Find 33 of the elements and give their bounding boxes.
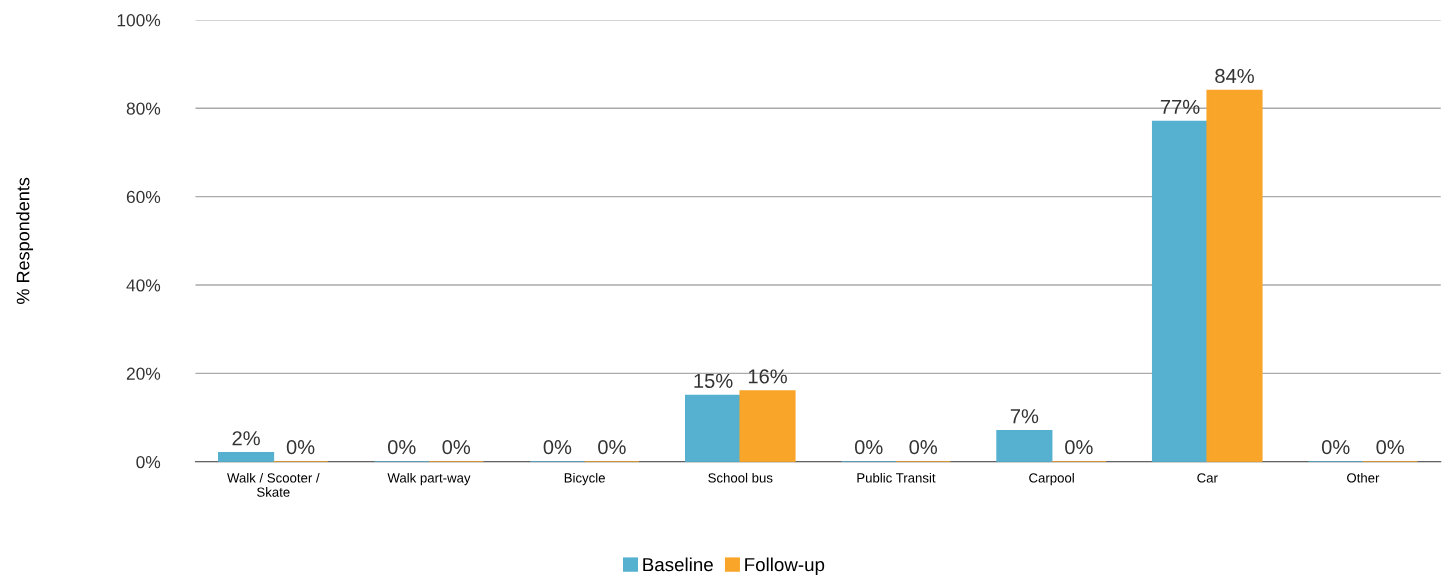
legend-label: Baseline (643, 557, 713, 572)
data-label: 0% (543, 439, 572, 455)
y-tick-label: 100% (117, 14, 161, 27)
y-axis-title: % Respondents (16, 177, 34, 304)
x-tick-label: Bicycle (564, 472, 605, 486)
data-label: 16% (748, 369, 787, 384)
data-label: 0% (387, 439, 416, 455)
y-tick-label: 0% (136, 455, 161, 469)
data-label: 0% (909, 439, 938, 455)
x-tick-label: Carpool (1029, 472, 1074, 486)
x-tick-label: Other (1347, 472, 1380, 483)
data-label: 7% (1010, 409, 1039, 424)
data-label: 0% (1376, 439, 1405, 455)
data-label: 0% (442, 439, 471, 455)
x-tick-label: Car (1197, 473, 1218, 483)
data-label: 0% (1065, 439, 1093, 455)
y-tick-label: 60% (126, 190, 161, 204)
x-tick-label: Public Transit (857, 472, 936, 483)
y-tick-label: 20% (126, 367, 161, 380)
data-label: 84% (1215, 68, 1254, 84)
x-tick-label: School bus (708, 472, 773, 483)
x-tick-label: Walk part-way (387, 472, 471, 486)
data-label: 0% (1321, 439, 1350, 455)
legend-label: Follow-up (745, 557, 825, 575)
data-label: 0% (286, 439, 315, 455)
data-label: 77% (1160, 99, 1200, 114)
data-label: 2% (232, 431, 260, 446)
data-label: 0% (598, 439, 626, 455)
data-label: 15% (694, 373, 733, 388)
y-tick-label: 40% (126, 279, 161, 292)
data-label: 0% (854, 439, 883, 455)
x-tick-label: Walk / Scooter / Skate (227, 472, 320, 497)
y-tick-label: 80% (126, 102, 161, 115)
